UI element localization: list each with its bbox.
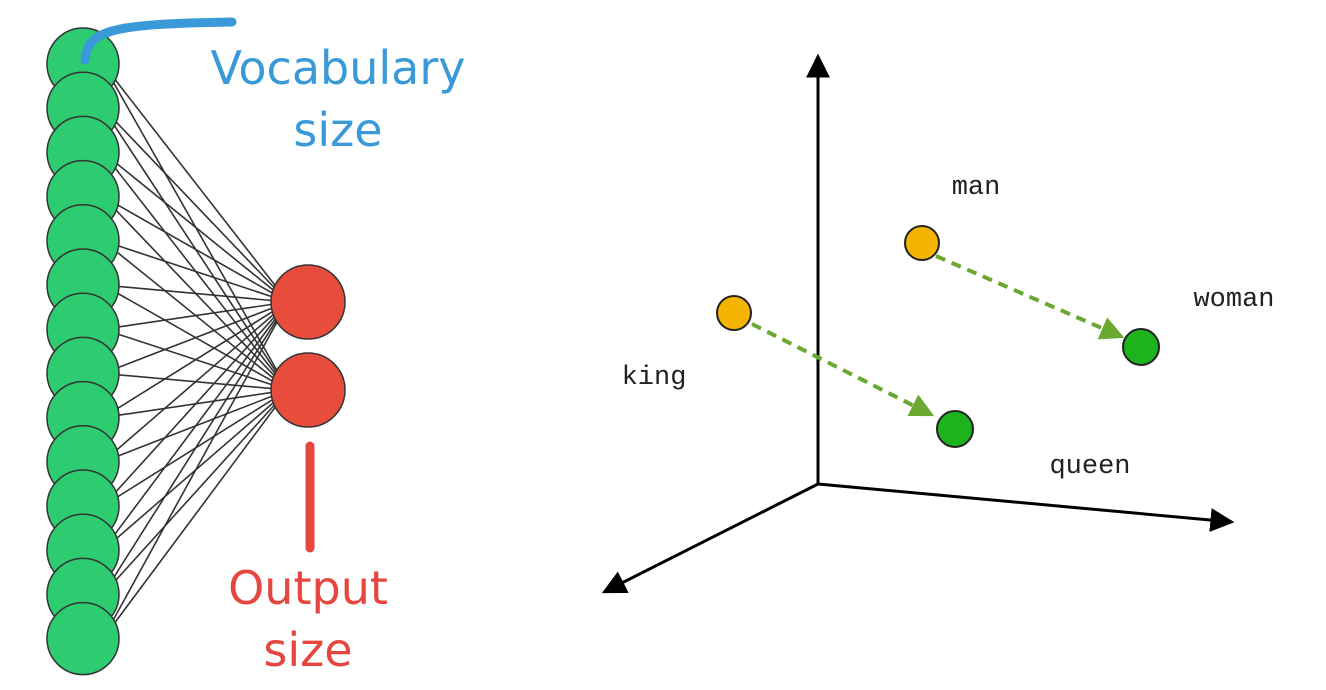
king-to-queen-arrow bbox=[751, 322, 935, 417]
network-edge bbox=[102, 301, 289, 639]
network-edge bbox=[102, 389, 289, 595]
man-point bbox=[904, 225, 940, 261]
king-label: king bbox=[622, 363, 687, 393]
neural-network: Vocabulary size Output size bbox=[46, 17, 466, 677]
network-edge bbox=[102, 151, 289, 303]
input-node bbox=[46, 601, 120, 676]
output-size-label-line2: size bbox=[263, 623, 352, 677]
network-edge bbox=[102, 63, 289, 303]
output-node bbox=[270, 352, 346, 428]
vocabulary-bracket bbox=[80, 17, 237, 65]
network-edge bbox=[102, 284, 289, 303]
woman-label: woman bbox=[1193, 285, 1274, 315]
output-layer bbox=[270, 264, 346, 428]
network-edge bbox=[102, 301, 289, 330]
vocabulary-size-label-line1: Vocabulary bbox=[211, 41, 466, 95]
network-edge bbox=[102, 301, 289, 551]
network-edge bbox=[102, 195, 289, 303]
vocabulary-size-label-line2: size bbox=[293, 103, 382, 157]
network-edge bbox=[102, 301, 289, 595]
network-edge bbox=[102, 301, 289, 463]
embedding-space: man woman king queen bbox=[601, 53, 1275, 594]
output-size-label-line1: Output bbox=[228, 561, 388, 615]
king-point bbox=[716, 295, 752, 331]
network-edge bbox=[102, 301, 289, 507]
z-axis bbox=[601, 482, 819, 594]
network-edge bbox=[102, 107, 289, 303]
queen-label: queen bbox=[1049, 452, 1130, 482]
network-edge bbox=[102, 301, 289, 419]
output-node bbox=[270, 264, 346, 340]
man-to-woman-arrow bbox=[935, 254, 1125, 340]
network-edge bbox=[102, 240, 289, 303]
network-edge bbox=[102, 389, 289, 640]
network-edge bbox=[102, 301, 289, 375]
queen-point bbox=[936, 410, 974, 448]
x-axis bbox=[817, 482, 1235, 532]
network-edges bbox=[102, 63, 289, 640]
woman-point bbox=[1122, 328, 1160, 366]
input-layer bbox=[46, 27, 120, 676]
man-label: man bbox=[952, 173, 1001, 203]
